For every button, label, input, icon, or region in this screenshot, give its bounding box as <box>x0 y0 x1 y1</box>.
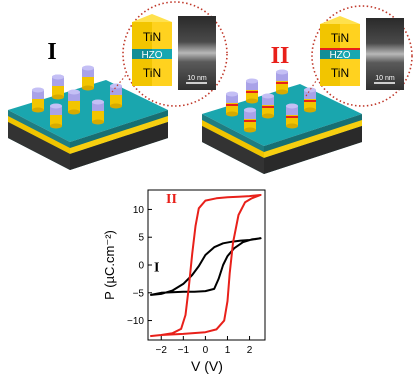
scale-bar-II-label: 10 nm <box>375 75 395 82</box>
series-line-I <box>150 237 262 296</box>
chart-series-labels: III <box>154 192 177 276</box>
x-tick-label: 1 <box>225 345 231 356</box>
stack-I-middle-label: HZO <box>141 50 162 61</box>
device-II-illustration <box>202 69 362 174</box>
y-tick-label: 10 <box>133 205 145 216</box>
y-tick-label: 5 <box>138 233 144 244</box>
stack-II-middle-label: HZO <box>329 50 350 61</box>
stack-II-top-label: TiN <box>331 31 349 45</box>
zoom-callout-I: TiN HZO TiN 10 nm <box>111 1 228 107</box>
device-II-label: II <box>271 43 290 69</box>
device-I-pillars <box>32 65 122 129</box>
chart-plot-area <box>147 189 266 341</box>
device-I-label: I <box>47 39 56 65</box>
stack-I-bottom-label: TiN <box>143 66 161 80</box>
device-I-top-face <box>8 80 168 142</box>
stack-schematic-I <box>132 14 172 86</box>
series-line-II <box>150 194 262 338</box>
tem-image-II <box>366 18 404 90</box>
chart-series <box>150 194 262 338</box>
zoom-callout-II: TiN HZO TiN 10 nm <box>305 5 413 107</box>
device-I-illustration <box>8 65 168 170</box>
series-label-I: I <box>154 261 159 276</box>
x-tick-label: 0 <box>203 345 209 356</box>
x-tick-label: −1 <box>178 345 190 356</box>
y-tick-label: 0 <box>138 261 144 272</box>
tem-image-I <box>178 16 216 90</box>
series-label-II: II <box>166 192 177 207</box>
stack-II-bottom-label: TiN <box>331 66 349 80</box>
chart-y-axis-label: P (µC.cm⁻²) <box>102 230 117 300</box>
stack-I-top-label: TiN <box>143 30 161 44</box>
x-tick-label: 2 <box>247 345 253 356</box>
scale-bar-I-label: 10 nm <box>187 75 207 82</box>
device-II-pillars <box>226 69 316 133</box>
y-tick-label: −10 <box>127 316 144 327</box>
x-tick-label: −2 <box>156 345 168 356</box>
y-tick-label: −5 <box>133 288 145 299</box>
stack-schematic-II <box>320 16 360 86</box>
chart-x-axis-label: V (V) <box>191 358 223 374</box>
